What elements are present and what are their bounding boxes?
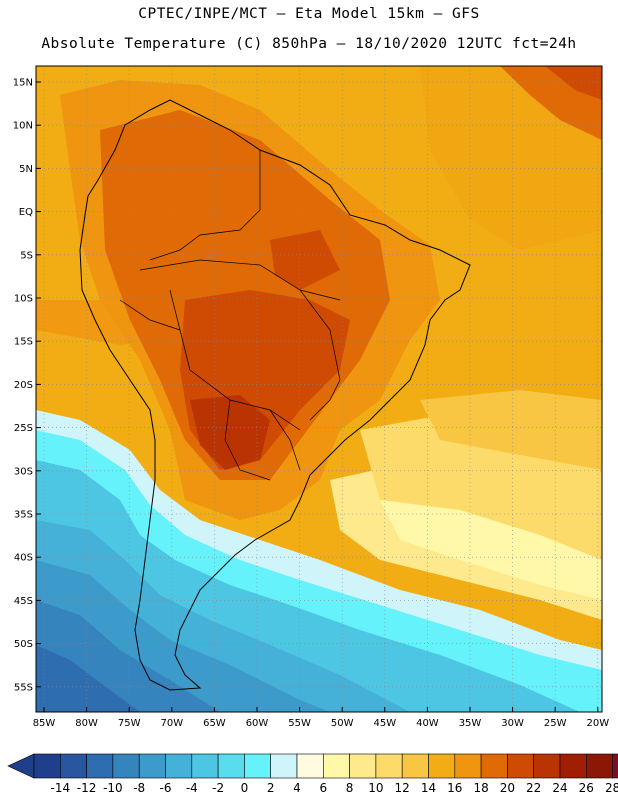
lon-label: 50W [331,718,354,729]
colorbar-swatch [559,753,587,779]
colorbar-swatch [138,753,166,779]
lat-label: 15S [14,337,33,348]
lon-label: 25W [544,718,567,729]
colorbar-swatch [296,753,324,779]
colorbar-label: 20 [500,781,515,795]
country-borders [119,150,341,481]
colorbar-label: -4 [186,781,198,795]
colorbar-swatch [86,753,114,779]
colorbar-swatch [59,753,87,779]
colorbar-label: 4 [293,781,301,795]
colorbar-swatch [349,753,377,779]
colorbar-label: 12 [395,781,410,795]
colorbar-swatch [322,753,350,779]
lon-label: 30W [501,718,524,729]
colorbar-swatch [375,753,403,779]
lon-label: 70W [160,718,183,729]
latitude-labels: 15N 10N 5N EQ 5S 10S 15S 20S 25S 30S 35S 40S 45S 50S 5… [13,78,41,693]
colorbar-label: 28 [605,781,618,795]
colorbar-label: 26 [579,781,594,795]
colorbar-swatch [270,753,298,779]
colorbar-swatch [401,753,429,779]
colorbar-swatch [191,753,219,779]
lat-label: 5N [19,164,33,175]
colorbar-swatch [244,753,271,779]
colorbar-label: 14 [421,781,436,795]
lat-label: 15N [13,78,33,89]
lon-label: 80W [75,718,98,729]
colorbar-label: -2 [212,781,224,795]
lon-label: 60W [246,718,269,729]
colorbar-label: 6 [319,781,327,795]
colorbar-label: -8 [133,781,145,795]
lon-label: 35W [459,718,482,729]
lat-label: 10S [14,294,33,305]
lat-label: EQ [19,207,33,218]
colorbar-swatch [454,753,482,779]
colorbar-swatch [612,753,618,779]
colorbar-swatch [428,753,456,779]
lon-label: 75W [118,718,141,729]
colorbar: -14 -12 -10 -8 -6 -4 -2 0 2 4 6 8 10 12 14 16 18 20 22 24 26… [7,753,618,795]
lat-label: 45S [14,596,33,607]
colorbar-label: -12 [77,781,97,795]
lon-label: 40W [416,718,439,729]
colorbar-label: -10 [103,781,123,795]
lon-label: 85W [33,718,56,729]
colorbar-swatch [33,753,61,779]
lat-label: 55S [14,682,33,693]
colorbar-label: 10 [368,781,383,795]
colorbar-swatch [480,753,508,779]
map-frame [35,65,603,713]
colorbar-left-arrow [7,753,35,779]
map-title-line1: CPTEC/INPE/MCT — Eta Model 15km — GFS [138,6,480,22]
colorbar-swatch [217,753,245,779]
lat-label: 30S [14,466,33,477]
colorbar-label: 0 [241,781,249,795]
temperature-field [36,66,602,712]
lon-label: 20W [586,718,609,729]
colorbar-label: 18 [473,781,488,795]
colorbar-swatch [507,753,534,779]
lat-label: 10N [13,121,33,132]
lat-label: 25S [14,423,33,434]
lon-label: 65W [203,718,226,729]
colorbar-swatch [112,753,140,779]
lat-label: 35S [14,510,33,521]
lat-label: 5S [20,250,33,261]
lat-label: 20S [14,380,33,391]
colorbar-swatch [585,753,613,779]
colorbar-label: 8 [346,781,354,795]
colorbar-label: 22 [526,781,541,795]
colorbar-label: 16 [447,781,462,795]
lon-label: 55W [288,718,311,729]
longitude-labels: 85W 80W 75W 70W 65W 60W 55W 50W 45W 40W 35W 30W 25W 2… [33,707,609,729]
colorbar-label: 24 [552,781,567,795]
colorbar-swatch [165,753,193,779]
colorbar-label: -6 [160,781,172,795]
colorbar-swatch [533,753,561,779]
colorbar-label: -14 [50,781,70,795]
lat-label: 40S [14,553,33,564]
lon-label: 45W [373,718,396,729]
colorbar-label: 2 [267,781,275,795]
coastline [79,99,471,691]
lat-label: 50S [14,639,33,650]
map-title-line2: Absolute Temperature (C) 850hPa — 18/10/… [41,36,577,52]
